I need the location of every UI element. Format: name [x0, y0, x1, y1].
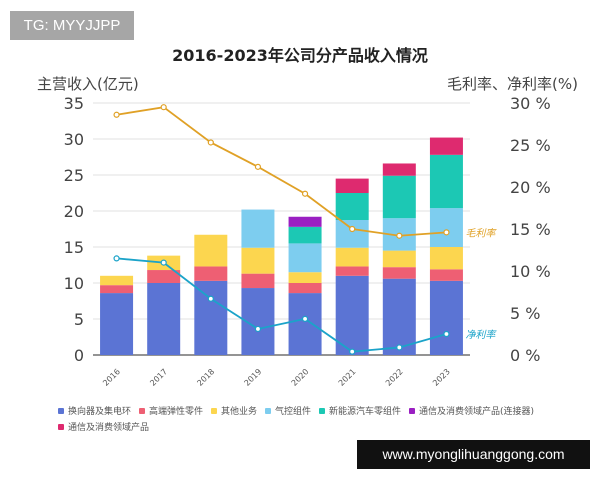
- line-point: [113, 111, 120, 118]
- bar-segment: [100, 275, 134, 286]
- legend-label: 通信及消费领域产品: [68, 421, 149, 433]
- bar-segment: [100, 293, 134, 355]
- bar-segment: [288, 243, 322, 273]
- legend-label: 新能源汽车零组件: [329, 405, 401, 417]
- bar-segment: [382, 250, 416, 268]
- line-label: 净利率: [465, 329, 497, 341]
- legend-label: 通信及消费领域产品(连接器): [419, 405, 534, 417]
- chart-title: 2016-2023年公司分产品收入情况: [172, 46, 428, 65]
- line-point: [396, 344, 403, 351]
- y-tick-label: 35: [64, 94, 84, 113]
- bar-segment: [100, 285, 134, 294]
- bar-segment: [147, 270, 181, 283]
- line-point: [254, 163, 262, 170]
- line-point: [160, 259, 167, 266]
- legend-swatch: [139, 408, 145, 414]
- y-tick-label: 25: [64, 166, 84, 185]
- bar-segment: [288, 283, 322, 294]
- legend-label: 换向器及集电环: [68, 405, 131, 417]
- y2-tick-label: 15 %: [510, 220, 551, 239]
- line-point: [301, 190, 309, 197]
- y2-tick-label: 0 %: [510, 346, 540, 365]
- bar-segment: [335, 275, 369, 355]
- bar-segment: [288, 216, 322, 227]
- legend-swatch: [58, 408, 64, 414]
- line-point: [349, 225, 356, 233]
- line-point: [254, 325, 262, 333]
- bar-segment: [335, 193, 369, 220]
- y2-axis-label: 毛利率、净利率(%): [447, 75, 578, 93]
- x-tick-label: 2023: [431, 367, 452, 388]
- x-tick-label: 2020: [290, 367, 311, 388]
- bar-segment: [335, 178, 369, 193]
- legend-label: 高端弹性零件: [149, 405, 203, 417]
- bar-segment: [241, 209, 275, 248]
- bar-segment: [288, 272, 322, 283]
- line-point: [207, 295, 214, 302]
- bar-segment: [194, 280, 228, 355]
- bar-segment: [241, 247, 275, 274]
- x-tick-label: 2018: [195, 367, 216, 388]
- bar-segment: [241, 273, 275, 289]
- y-tick-label: 15: [64, 238, 84, 257]
- line-series-net-margin: [116, 257, 447, 353]
- bar-segment: [429, 137, 463, 155]
- bar-segment: [147, 283, 181, 355]
- bar-segment: [335, 220, 369, 248]
- y-axis-label: 主营收入(亿元): [37, 75, 139, 93]
- line-point: [396, 232, 403, 239]
- bar-segment: [288, 226, 322, 244]
- y2-tick-label: 5 %: [510, 304, 540, 323]
- y-tick-label: 20: [64, 202, 84, 221]
- y-tick-label: 0: [74, 346, 84, 365]
- line-label: 毛利率: [465, 227, 497, 239]
- x-tick-label: 2019: [243, 367, 264, 388]
- website-banner: www.myonglihuanggong.com: [357, 440, 590, 469]
- legend-swatch: [58, 424, 64, 430]
- y2-tick-label: 25 %: [510, 136, 551, 155]
- bar-segment: [382, 278, 416, 355]
- bar-segment: [382, 163, 416, 176]
- y2-tick-label: 20 %: [510, 178, 551, 197]
- line-point: [443, 229, 450, 236]
- legend-swatch: [211, 408, 217, 414]
- y2-tick-label: 10 %: [510, 262, 551, 281]
- line-point: [207, 139, 214, 146]
- bar-segment: [288, 293, 322, 355]
- line-point: [301, 315, 309, 322]
- x-tick-label: 2017: [148, 367, 169, 388]
- legend-label: 其他业务: [221, 405, 257, 417]
- legend-label: 气控组件: [275, 405, 311, 417]
- line-series-gross-margin: [116, 106, 447, 237]
- x-tick-label: 2022: [384, 367, 405, 388]
- bar-segment: [335, 247, 369, 267]
- bar-segment: [194, 266, 228, 281]
- legend-swatch: [319, 408, 325, 414]
- bar-segment: [382, 175, 416, 219]
- bar-segment: [429, 280, 463, 355]
- line-point: [160, 104, 167, 111]
- y2-tick-label: 30 %: [510, 94, 551, 113]
- bar-segment: [429, 208, 463, 247]
- legend-swatch: [265, 408, 271, 414]
- y-tick-label: 5: [74, 310, 84, 329]
- tg-badge: TG: MYYJJPP: [10, 11, 134, 40]
- bar-segment: [382, 267, 416, 279]
- y-tick-label: 10: [64, 274, 84, 293]
- bar-segment: [335, 266, 369, 276]
- bar-segment: [429, 269, 463, 281]
- bar-segment: [194, 234, 228, 267]
- bar-segment: [429, 247, 463, 270]
- legend-swatch: [409, 408, 415, 414]
- x-tick-label: 2016: [101, 367, 122, 388]
- bar-segment: [429, 154, 463, 209]
- y-tick-label: 30: [64, 130, 84, 149]
- x-tick-label: 2021: [337, 367, 358, 388]
- line-point: [349, 348, 356, 355]
- line-point: [113, 255, 120, 262]
- line-point: [443, 330, 450, 338]
